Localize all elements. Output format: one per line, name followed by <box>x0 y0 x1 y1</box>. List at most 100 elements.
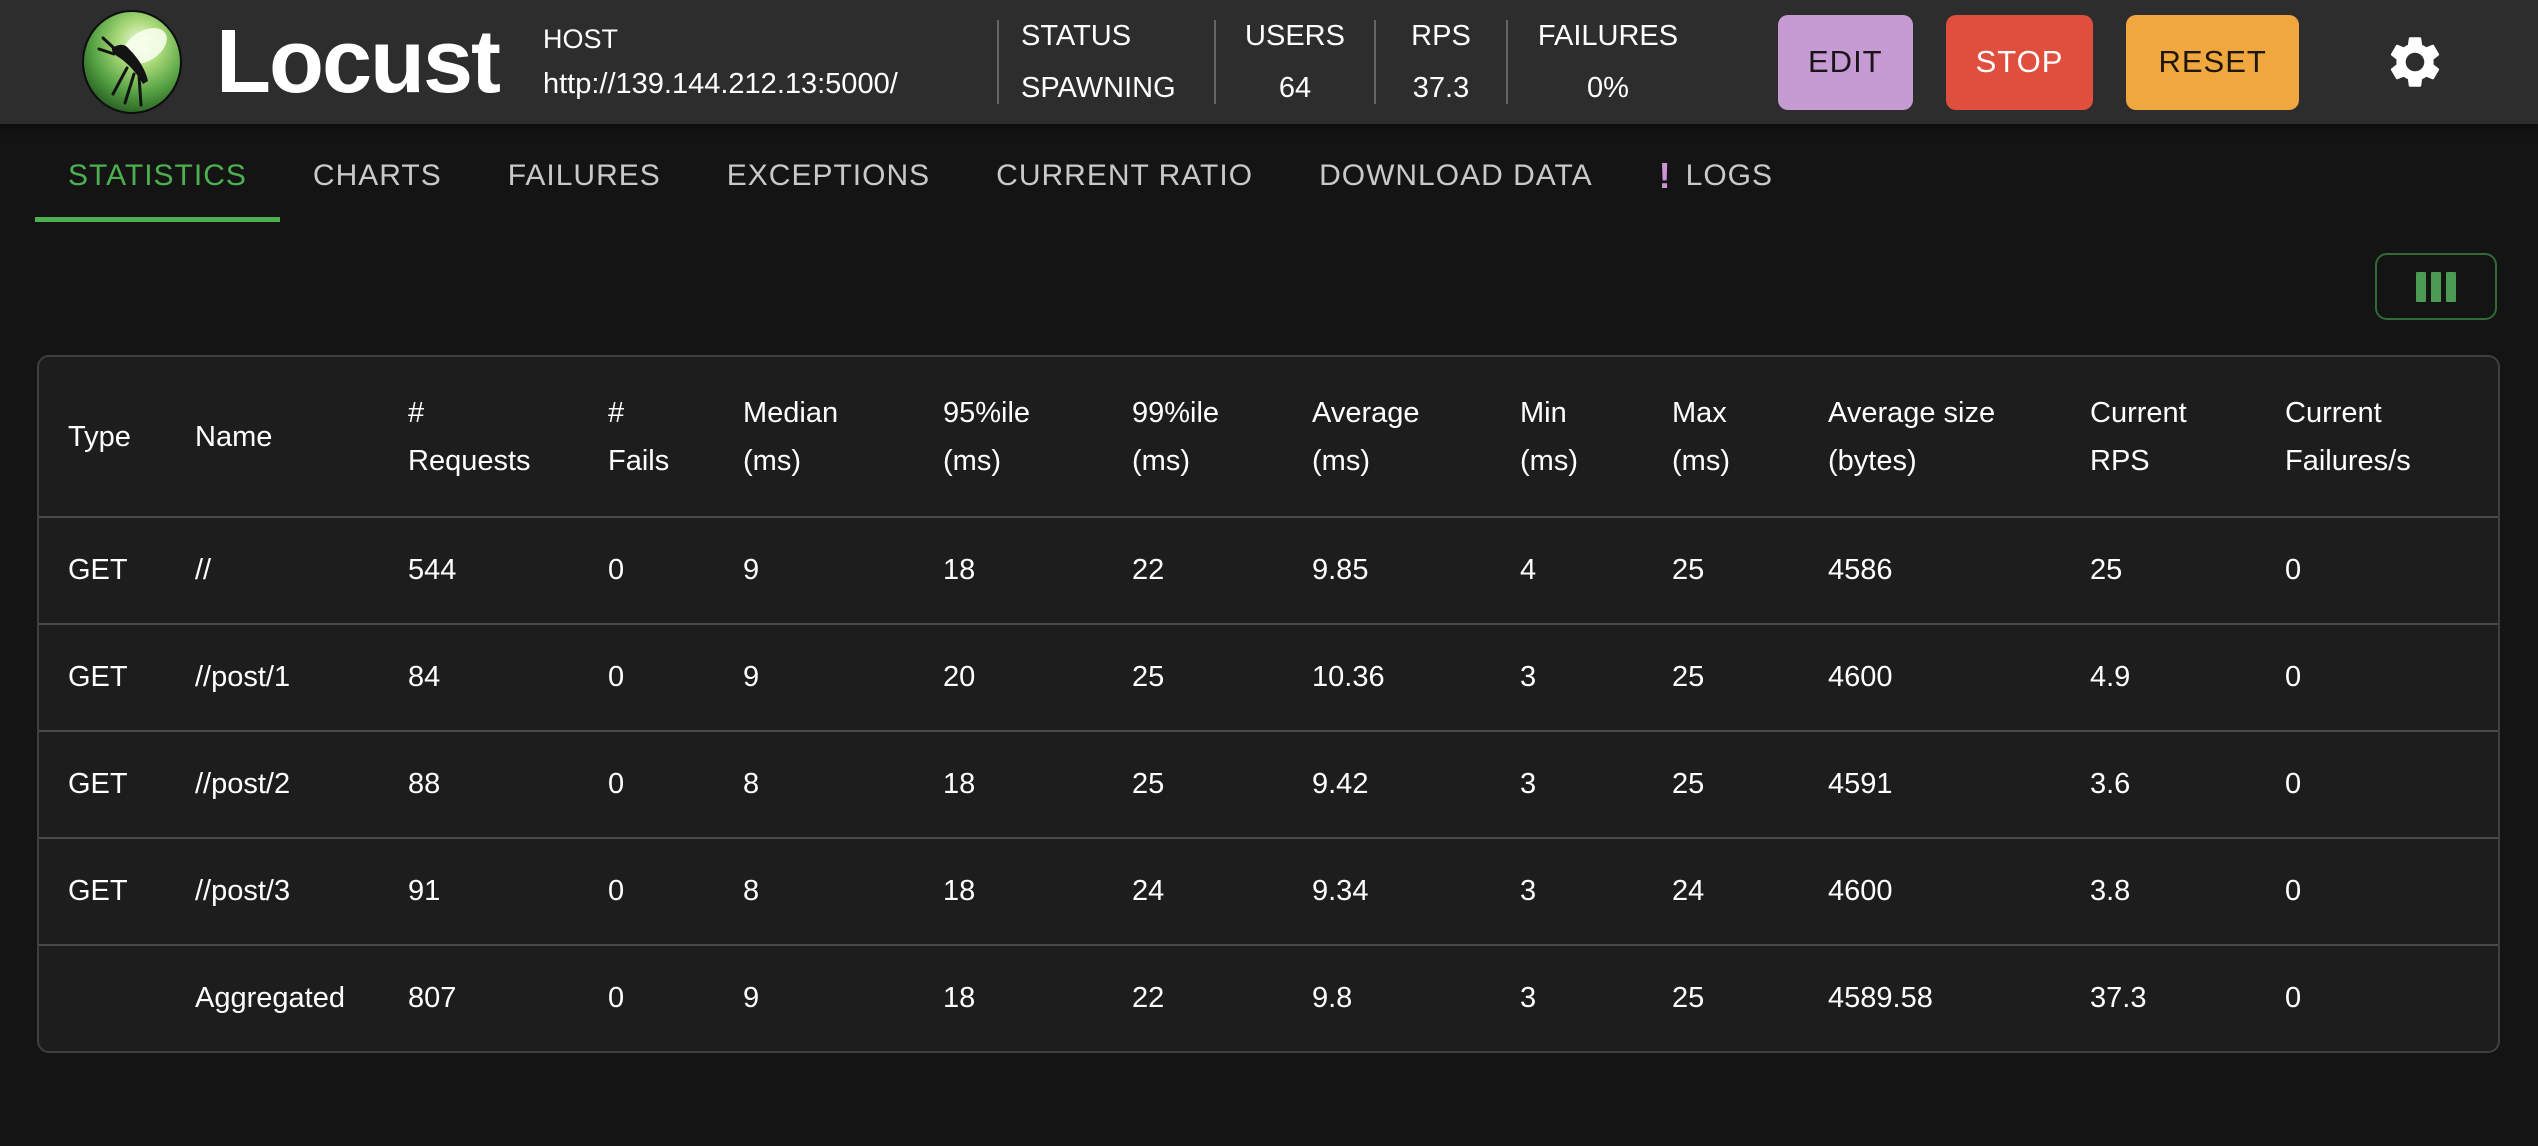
table-cell: GET <box>39 516 166 624</box>
table-toolbar <box>0 253 2538 320</box>
app-header: Locust HOST http://139.144.212.13:5000/ … <box>0 0 2538 124</box>
column-header-99ile[interactable]: 99%ile (ms) <box>1132 396 1220 477</box>
stat-label: FAILURES <box>1537 20 1679 52</box>
table-row-aggregated: Aggregated 807 0 9 18 22 9.8 3 25 4589.5… <box>39 944 2498 1051</box>
stat-group-users: USERS 64 <box>1216 20 1374 104</box>
table-cell: 0 <box>2256 837 2498 945</box>
table-cell: 0 <box>2256 730 2498 838</box>
table-cell: 24 <box>1643 837 1799 945</box>
stat-value: 0% <box>1587 72 1629 104</box>
column-header-requests[interactable]: # Requests <box>408 396 531 477</box>
table-cell: 10.36 <box>1283 623 1491 731</box>
table-cell: 8 <box>714 837 914 945</box>
table-cell: 4600 <box>1799 623 2061 731</box>
column-header-max[interactable]: Max (ms) <box>1672 396 1730 477</box>
table-cell: 25 <box>1643 944 1799 1051</box>
column-header-median[interactable]: Median (ms) <box>743 396 839 477</box>
active-tab-indicator <box>35 217 280 222</box>
tab-exceptions[interactable]: EXCEPTIONS <box>694 130 963 222</box>
table-cell: 25 <box>1643 730 1799 838</box>
statistics-table-container: Type Name # Requests # Fails Median (ms) 95… <box>37 355 2500 1053</box>
stop-button[interactable]: STOP <box>1945 14 2094 110</box>
edit-button[interactable]: EDIT <box>1778 14 1913 110</box>
table-cell: 25 <box>1643 516 1799 624</box>
divider <box>1506 20 1508 104</box>
host-label: HOST <box>543 24 619 54</box>
tab-label: LOGS <box>1685 159 1774 192</box>
tab-label: DOWNLOAD DATA <box>1319 159 1593 192</box>
stat-group-status: STATUS SPAWNING <box>999 20 1214 104</box>
stat-value: 64 <box>1278 72 1312 104</box>
table-cell: 91 <box>379 837 579 945</box>
host-block: HOST http://139.144.212.13:5000/ <box>543 24 925 100</box>
table-cell: 4589.58 <box>1799 944 2061 1051</box>
column-header-name[interactable]: Name <box>195 420 273 453</box>
table-cell: 0 <box>579 516 714 624</box>
tab-charts[interactable]: CHARTS <box>280 130 475 222</box>
table-cell: 4600 <box>1799 837 2061 945</box>
column-header-average[interactable]: Average (ms) <box>1312 396 1420 477</box>
table-cell: 8 <box>714 730 914 838</box>
tab-label: FAILURES <box>507 159 661 192</box>
table-cell: 0 <box>2256 516 2498 624</box>
table-cell: 4 <box>1491 516 1643 624</box>
tab-label: STATISTICS <box>68 159 247 192</box>
tab-logs[interactable]: ! LOGS <box>1626 130 1806 222</box>
table-cell: 0 <box>579 944 714 1051</box>
divider <box>1214 20 1216 104</box>
table-cell: 22 <box>1103 516 1283 624</box>
table-cell: 22 <box>1103 944 1283 1051</box>
brand: Locust <box>216 17 501 107</box>
tab-failures[interactable]: FAILURES <box>475 130 694 222</box>
reset-button[interactable]: RESET <box>2126 14 2299 110</box>
brand-title: Locust <box>216 12 501 112</box>
table-cell: 4586 <box>1799 516 2061 624</box>
table-cell: 37.3 <box>2061 944 2256 1051</box>
table-cell: 18 <box>914 837 1103 945</box>
gear-icon <box>2390 37 2440 87</box>
table-row: GET // 544 0 9 18 22 9.85 4 25 4586 25 0 <box>39 516 2498 624</box>
table-cell: 25 <box>1643 623 1799 731</box>
column-header-current-failures[interactable]: Current Failures/s <box>2285 396 2411 477</box>
table-cell: 25 <box>2061 516 2256 624</box>
table-cell: Aggregated <box>166 944 379 1051</box>
table-cell: 24 <box>1103 837 1283 945</box>
table-cell: 18 <box>914 730 1103 838</box>
action-buttons: EDIT STOP RESET <box>1778 14 2299 110</box>
tab-download-data[interactable]: DOWNLOAD DATA <box>1286 130 1626 222</box>
column-header-fails[interactable]: # Fails <box>608 396 670 477</box>
stat-label: RPS <box>1411 20 1471 52</box>
table-cell: 84 <box>379 623 579 731</box>
table-cell: GET <box>39 837 166 945</box>
tab-current-ratio[interactable]: CURRENT RATIO <box>963 130 1286 222</box>
table-cell: 3 <box>1491 944 1643 1051</box>
table-cell: 3 <box>1491 837 1643 945</box>
table-row: GET //post/1 84 0 9 20 25 10.36 3 25 460… <box>39 623 2498 731</box>
tab-statistics[interactable]: STATISTICS <box>35 130 280 222</box>
tab-label: CHARTS <box>312 159 442 192</box>
column-header-avg-size[interactable]: Average size (bytes) <box>1828 396 1996 477</box>
table-cell: //post/1 <box>166 623 379 731</box>
column-header-min[interactable]: Min (ms) <box>1520 396 1578 477</box>
column-header-95ile[interactable]: 95%ile (ms) <box>943 396 1031 477</box>
table-cell: 3.6 <box>2061 730 2256 838</box>
settings-button[interactable] <box>2384 31 2446 93</box>
stat-value: SPAWNING <box>1021 72 1176 104</box>
column-selector-button[interactable] <box>2375 253 2497 320</box>
table-cell: 18 <box>914 516 1103 624</box>
columns-icon <box>2416 271 2456 302</box>
table-cell <box>39 944 166 1051</box>
table-row: GET //post/3 91 0 8 18 24 9.34 3 24 4600… <box>39 837 2498 945</box>
table-cell: 0 <box>2256 944 2498 1051</box>
table-cell: 3 <box>1491 730 1643 838</box>
table-cell: // <box>166 516 379 624</box>
table-cell: 4.9 <box>2061 623 2256 731</box>
table-cell: 25 <box>1103 730 1283 838</box>
table-cell: 9 <box>714 944 914 1051</box>
column-header-type[interactable]: Type <box>68 420 131 453</box>
stat-value: 37.3 <box>1412 72 1470 104</box>
locust-logo[interactable] <box>82 10 182 114</box>
table-cell: 9.8 <box>1283 944 1491 1051</box>
table-cell: 0 <box>579 837 714 945</box>
column-header-current-rps[interactable]: Current RPS <box>2090 396 2187 477</box>
